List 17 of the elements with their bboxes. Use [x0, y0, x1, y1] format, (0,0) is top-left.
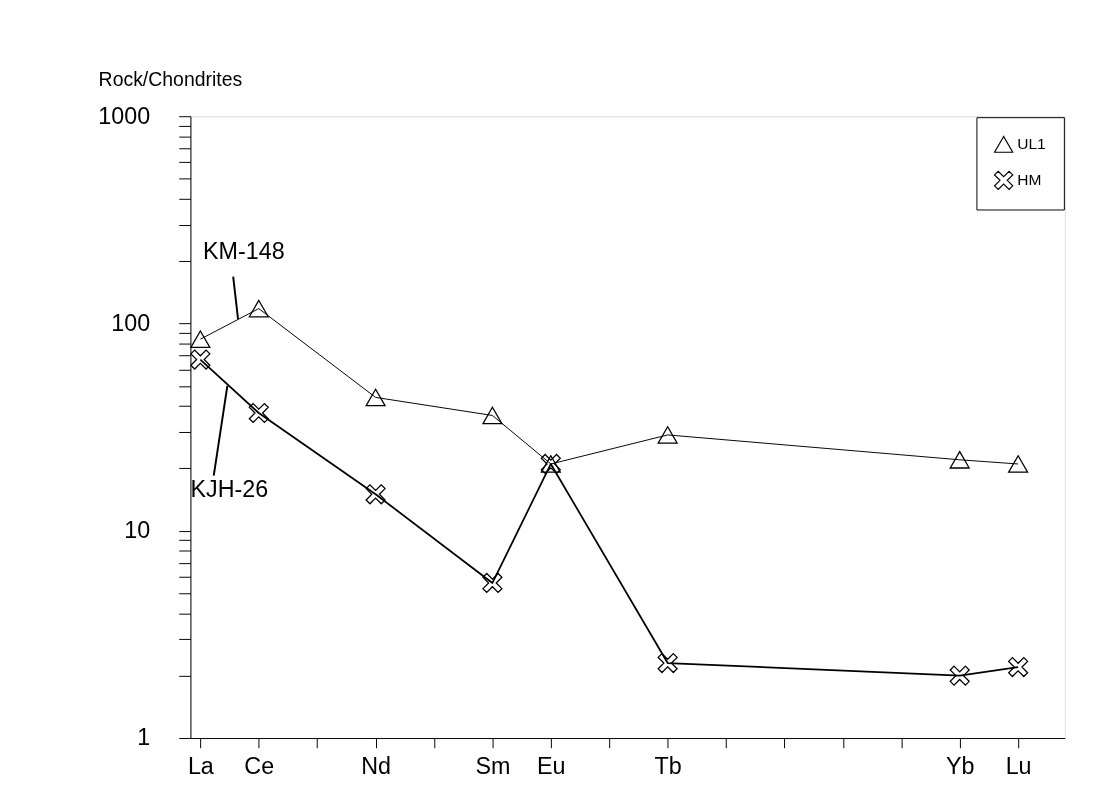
- x-tick-label: Yb: [945, 753, 975, 780]
- y-tick-label: 100: [111, 309, 151, 336]
- x-tick-label: Lu: [1005, 753, 1032, 780]
- y-axis-title: Rock/Chondrites: [98, 67, 243, 90]
- x-tick-label: Nd: [361, 753, 391, 780]
- annotation: KM-148: [203, 238, 285, 265]
- x-tick-label: Sm: [475, 753, 511, 780]
- x-tick-label: Tb: [654, 753, 682, 780]
- y-tick-label: 1000: [98, 102, 151, 129]
- legend-label: HM: [1017, 171, 1042, 189]
- annotation: KJH-26: [190, 476, 269, 503]
- x-tick-label: La: [187, 753, 214, 780]
- x-tick-label: Eu: [537, 753, 566, 780]
- x-tick-label: Ce: [244, 753, 275, 780]
- legend-label: UL1: [1017, 135, 1046, 153]
- y-tick-label: 1: [137, 724, 151, 751]
- y-tick-label: 10: [124, 517, 151, 544]
